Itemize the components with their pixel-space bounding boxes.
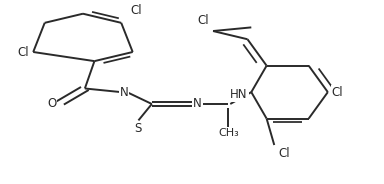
Text: Cl: Cl [332,86,343,99]
Text: O: O [47,97,56,109]
Text: HN: HN [230,88,248,101]
Text: Cl: Cl [278,147,290,160]
Text: N: N [194,98,202,110]
Text: Cl: Cl [131,4,142,17]
Text: S: S [135,122,142,135]
Text: CH₃: CH₃ [218,128,239,138]
Text: N: N [119,86,128,99]
Text: Cl: Cl [198,14,209,27]
Text: Cl: Cl [18,45,30,59]
